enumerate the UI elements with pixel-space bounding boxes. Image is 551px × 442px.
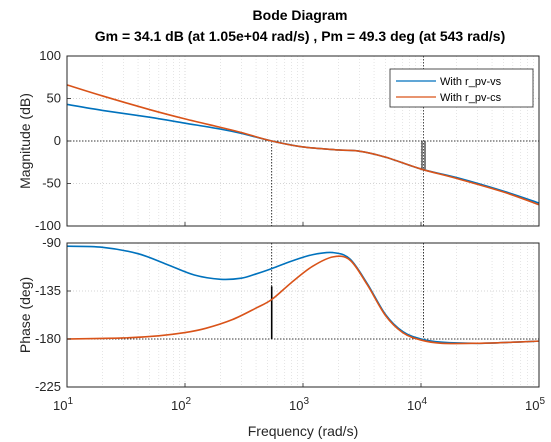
legend-box — [389, 68, 534, 108]
phase-tick-label: -225 — [35, 379, 61, 394]
legend: With r_pv-vs With r_pv-cs — [389, 68, 534, 108]
phase-y-ticks: -225 -180 -135 -90 — [35, 235, 71, 394]
legend-entry-vs: With r_pv-vs — [440, 76, 502, 88]
magnitude-tick-label: 50 — [47, 91, 61, 106]
phase-line-cs — [66, 255, 540, 345]
chart-title: Bode Diagram — [253, 7, 348, 23]
magnitude-tick-label: 0 — [54, 133, 61, 148]
chart-subtitle: Gm = 34.1 dB (at 1.05e+04 rad/s) , Pm = … — [95, 28, 505, 44]
magnitude-tick-label: -50 — [42, 176, 61, 191]
phase-tick-label: -180 — [35, 331, 61, 346]
magnitude-y-label: Magnitude (dB) — [17, 93, 33, 189]
magnitude-y-ticks: -100 -50 0 50 100 — [35, 48, 71, 233]
magnitude-tick-label: -100 — [35, 218, 61, 233]
frequency-x-label: Frequency (rad/s) — [248, 423, 358, 439]
phase-series — [66, 245, 540, 345]
phase-y-label: Phase (deg) — [17, 277, 33, 353]
phase-tick-label: -135 — [35, 283, 61, 298]
phase-line-vs — [66, 245, 540, 345]
magnitude-tick-label: 100 — [39, 48, 61, 63]
legend-entry-cs: With r_pv-cs — [440, 92, 502, 104]
phase-tick-label: -90 — [42, 235, 61, 250]
magnitude-line-cs — [66, 84, 540, 206]
phase-reference-lines — [67, 243, 539, 340]
magnitude-series — [66, 84, 540, 206]
